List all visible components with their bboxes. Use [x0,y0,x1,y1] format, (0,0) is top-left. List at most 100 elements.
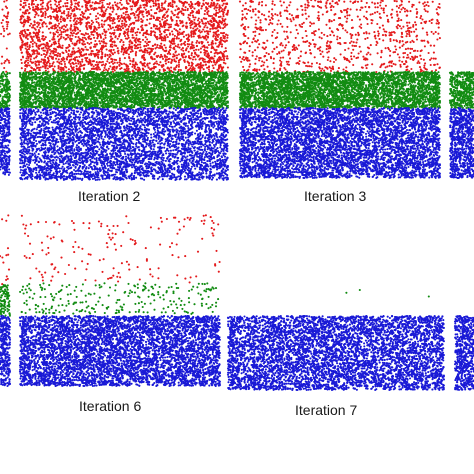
data-point [69,35,71,37]
data-point [58,40,60,42]
data-point [93,37,95,39]
data-point [221,68,223,70]
data-point [122,53,124,55]
data-point [24,44,26,46]
data-point [198,49,200,51]
data-point [168,52,170,54]
data-point [117,47,119,49]
data-point [50,4,52,6]
data-point [60,16,62,18]
data-point [45,13,47,15]
data-point [188,62,190,64]
data-point [47,8,49,10]
data-point [101,15,103,17]
data-point [204,36,206,38]
data-point [77,32,79,34]
data-point [174,9,176,11]
data-point [88,22,90,24]
data-point [95,15,97,17]
data-point [66,56,68,58]
data-point [37,32,39,34]
data-point [62,31,64,33]
data-point [85,24,87,26]
data-point [24,0,26,1]
data-point [204,61,206,63]
data-point [6,104,8,106]
data-point [172,33,174,35]
data-point [30,23,32,25]
data-point [6,164,8,166]
data-point [89,13,91,15]
data-point [49,0,51,2]
data-point [198,11,200,13]
data-point [132,30,134,32]
data-point [97,51,99,53]
data-point [119,2,121,4]
data-point [143,62,145,64]
data-point [223,24,225,26]
data-point [150,18,152,20]
data-point [21,15,23,17]
data-point [147,47,149,49]
data-point [9,172,11,174]
data-point [213,3,215,5]
data-point [223,40,225,42]
data-point [8,87,10,89]
data-point [73,0,75,1]
data-point [112,11,114,13]
data-point [42,12,44,14]
data-point [0,89,2,91]
data-point [161,7,163,9]
data-point [177,32,179,34]
data-point [61,58,63,60]
data-point [119,57,121,59]
data-point [24,68,26,70]
data-point [119,59,121,61]
data-point [46,42,48,44]
data-point [43,53,45,55]
data-point [40,0,42,1]
data-point [213,13,215,15]
data-point [83,68,85,70]
panel-left-edge-top [0,0,11,176]
data-point [210,2,212,4]
data-point [181,53,183,55]
data-point [32,6,34,8]
data-point [7,84,9,86]
data-point [27,57,29,59]
data-point [68,8,70,10]
data-point [199,26,201,28]
data-point [120,8,122,10]
data-point [115,13,117,15]
data-point [42,31,44,33]
data-point [92,34,94,36]
data-point [20,4,22,6]
data-point [57,35,59,37]
data-point [166,67,168,69]
data-point [122,41,124,43]
data-point [7,144,9,146]
data-point [1,127,3,129]
data-point [110,28,112,30]
data-point [193,35,195,37]
data-point [99,0,101,2]
data-point [193,22,195,24]
data-point [25,12,27,14]
data-point [153,2,155,4]
data-point [160,54,162,56]
data-point [54,3,56,5]
data-point [45,46,47,48]
data-point [77,60,79,62]
panel-left-edge-top-middle-band [0,71,11,109]
data-point [76,41,78,43]
data-point [1,22,3,24]
data-point [58,34,60,36]
data-point [79,19,81,21]
data-point [211,58,213,60]
data-point [204,50,206,52]
data-point [6,147,8,149]
data-point [101,19,103,21]
data-point [4,125,6,127]
data-point [50,18,52,20]
data-point [107,58,109,60]
